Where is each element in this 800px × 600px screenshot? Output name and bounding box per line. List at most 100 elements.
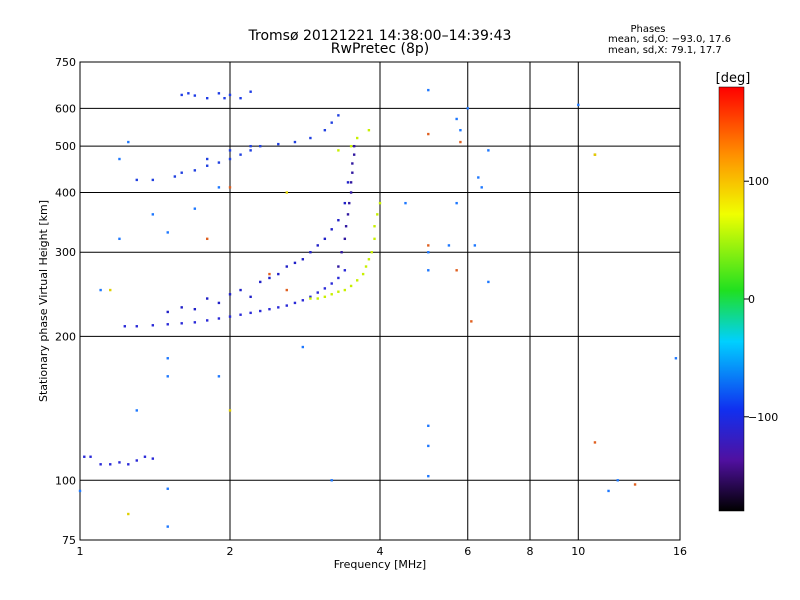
data-point xyxy=(593,153,597,156)
data-point xyxy=(376,213,379,216)
data-point xyxy=(577,103,580,107)
data-point xyxy=(268,272,271,276)
colorbar xyxy=(718,86,745,512)
data-point xyxy=(99,288,102,292)
data-point xyxy=(459,140,462,144)
colorbar-tick-label: 100 xyxy=(748,175,769,188)
data-point xyxy=(285,304,288,307)
data-point xyxy=(459,128,462,132)
data-point xyxy=(337,290,340,293)
data-point xyxy=(239,153,242,156)
data-point xyxy=(301,345,305,349)
stats-x-mode: mean, sd,X: 79.1, 17.7 xyxy=(608,45,722,56)
data-point xyxy=(337,219,340,222)
colorbar-label: [deg] xyxy=(716,71,751,86)
data-point xyxy=(193,207,197,210)
data-point xyxy=(330,282,333,285)
data-point xyxy=(268,276,271,280)
data-point xyxy=(330,479,333,482)
data-point xyxy=(285,288,288,292)
data-points xyxy=(78,88,678,528)
chart-subtitle: RwPretec (8p) xyxy=(331,41,429,57)
data-point xyxy=(239,288,242,292)
data-point xyxy=(427,269,430,272)
data-point xyxy=(323,128,327,132)
x-tick-label: 1 xyxy=(77,545,84,558)
data-point xyxy=(352,153,356,156)
y-tick-label: 75 xyxy=(62,534,76,547)
data-point xyxy=(337,265,340,268)
data-point xyxy=(343,269,347,272)
data-point xyxy=(361,272,365,276)
data-point xyxy=(166,357,169,360)
data-point xyxy=(217,301,221,305)
colorbar-tick-label: −100 xyxy=(748,411,778,424)
data-point xyxy=(127,512,130,516)
data-point xyxy=(674,357,678,360)
data-point xyxy=(205,164,209,167)
data-point xyxy=(330,121,333,124)
data-point xyxy=(89,455,92,458)
data-point xyxy=(346,213,350,216)
data-point xyxy=(607,489,610,493)
data-point xyxy=(337,276,340,280)
data-point xyxy=(277,306,280,309)
data-point xyxy=(427,251,430,254)
data-point xyxy=(249,144,252,148)
data-point xyxy=(593,441,597,444)
data-point xyxy=(217,161,221,164)
data-point xyxy=(466,107,469,110)
data-point xyxy=(205,297,209,300)
data-point xyxy=(346,181,350,184)
data-point xyxy=(340,251,343,254)
data-point xyxy=(352,144,356,148)
data-point xyxy=(187,92,190,95)
data-point xyxy=(404,201,407,205)
data-point xyxy=(293,140,297,144)
x-tick-label: 6 xyxy=(464,545,471,558)
data-point xyxy=(616,479,619,482)
data-point xyxy=(277,272,280,276)
data-point xyxy=(455,117,458,121)
data-point xyxy=(349,284,353,288)
data-point xyxy=(480,186,483,189)
data-point xyxy=(301,258,305,261)
data-point xyxy=(135,459,138,462)
x-tick-label: 16 xyxy=(673,545,687,558)
data-point xyxy=(427,474,430,478)
data-point xyxy=(367,258,371,261)
chart-title: Tromsø 20121221 14:38:00–14:39:43 xyxy=(248,28,512,44)
data-point xyxy=(151,213,155,216)
data-point xyxy=(633,483,637,486)
data-point xyxy=(205,157,209,161)
data-point xyxy=(427,424,430,428)
data-point xyxy=(166,310,169,314)
x-axis-ticks: 1 2 4 6 8 10 16 xyxy=(77,545,688,558)
data-point xyxy=(455,201,458,205)
data-point xyxy=(259,144,262,148)
data-point xyxy=(228,186,232,189)
data-point xyxy=(228,315,232,318)
data-point xyxy=(249,149,252,152)
data-point xyxy=(349,181,353,184)
x-tick-label: 2 xyxy=(227,545,234,558)
data-point xyxy=(259,280,262,284)
data-point xyxy=(151,178,155,182)
data-point xyxy=(316,291,319,294)
data-point xyxy=(487,280,490,284)
data-point xyxy=(205,237,209,241)
y-tick-label: 200 xyxy=(55,330,76,343)
y-axis-ticks: 75 100 200 300 400 500 600 750 xyxy=(55,56,76,547)
data-point xyxy=(118,237,121,241)
data-point xyxy=(151,324,155,327)
data-point xyxy=(173,175,177,178)
data-point xyxy=(228,409,232,412)
data-point xyxy=(373,237,376,241)
data-point xyxy=(427,244,430,247)
x-tick-label: 10 xyxy=(571,545,585,558)
data-point xyxy=(343,237,347,241)
data-point xyxy=(473,244,477,247)
data-point xyxy=(351,162,354,165)
data-point xyxy=(135,409,138,412)
data-point xyxy=(285,265,288,268)
